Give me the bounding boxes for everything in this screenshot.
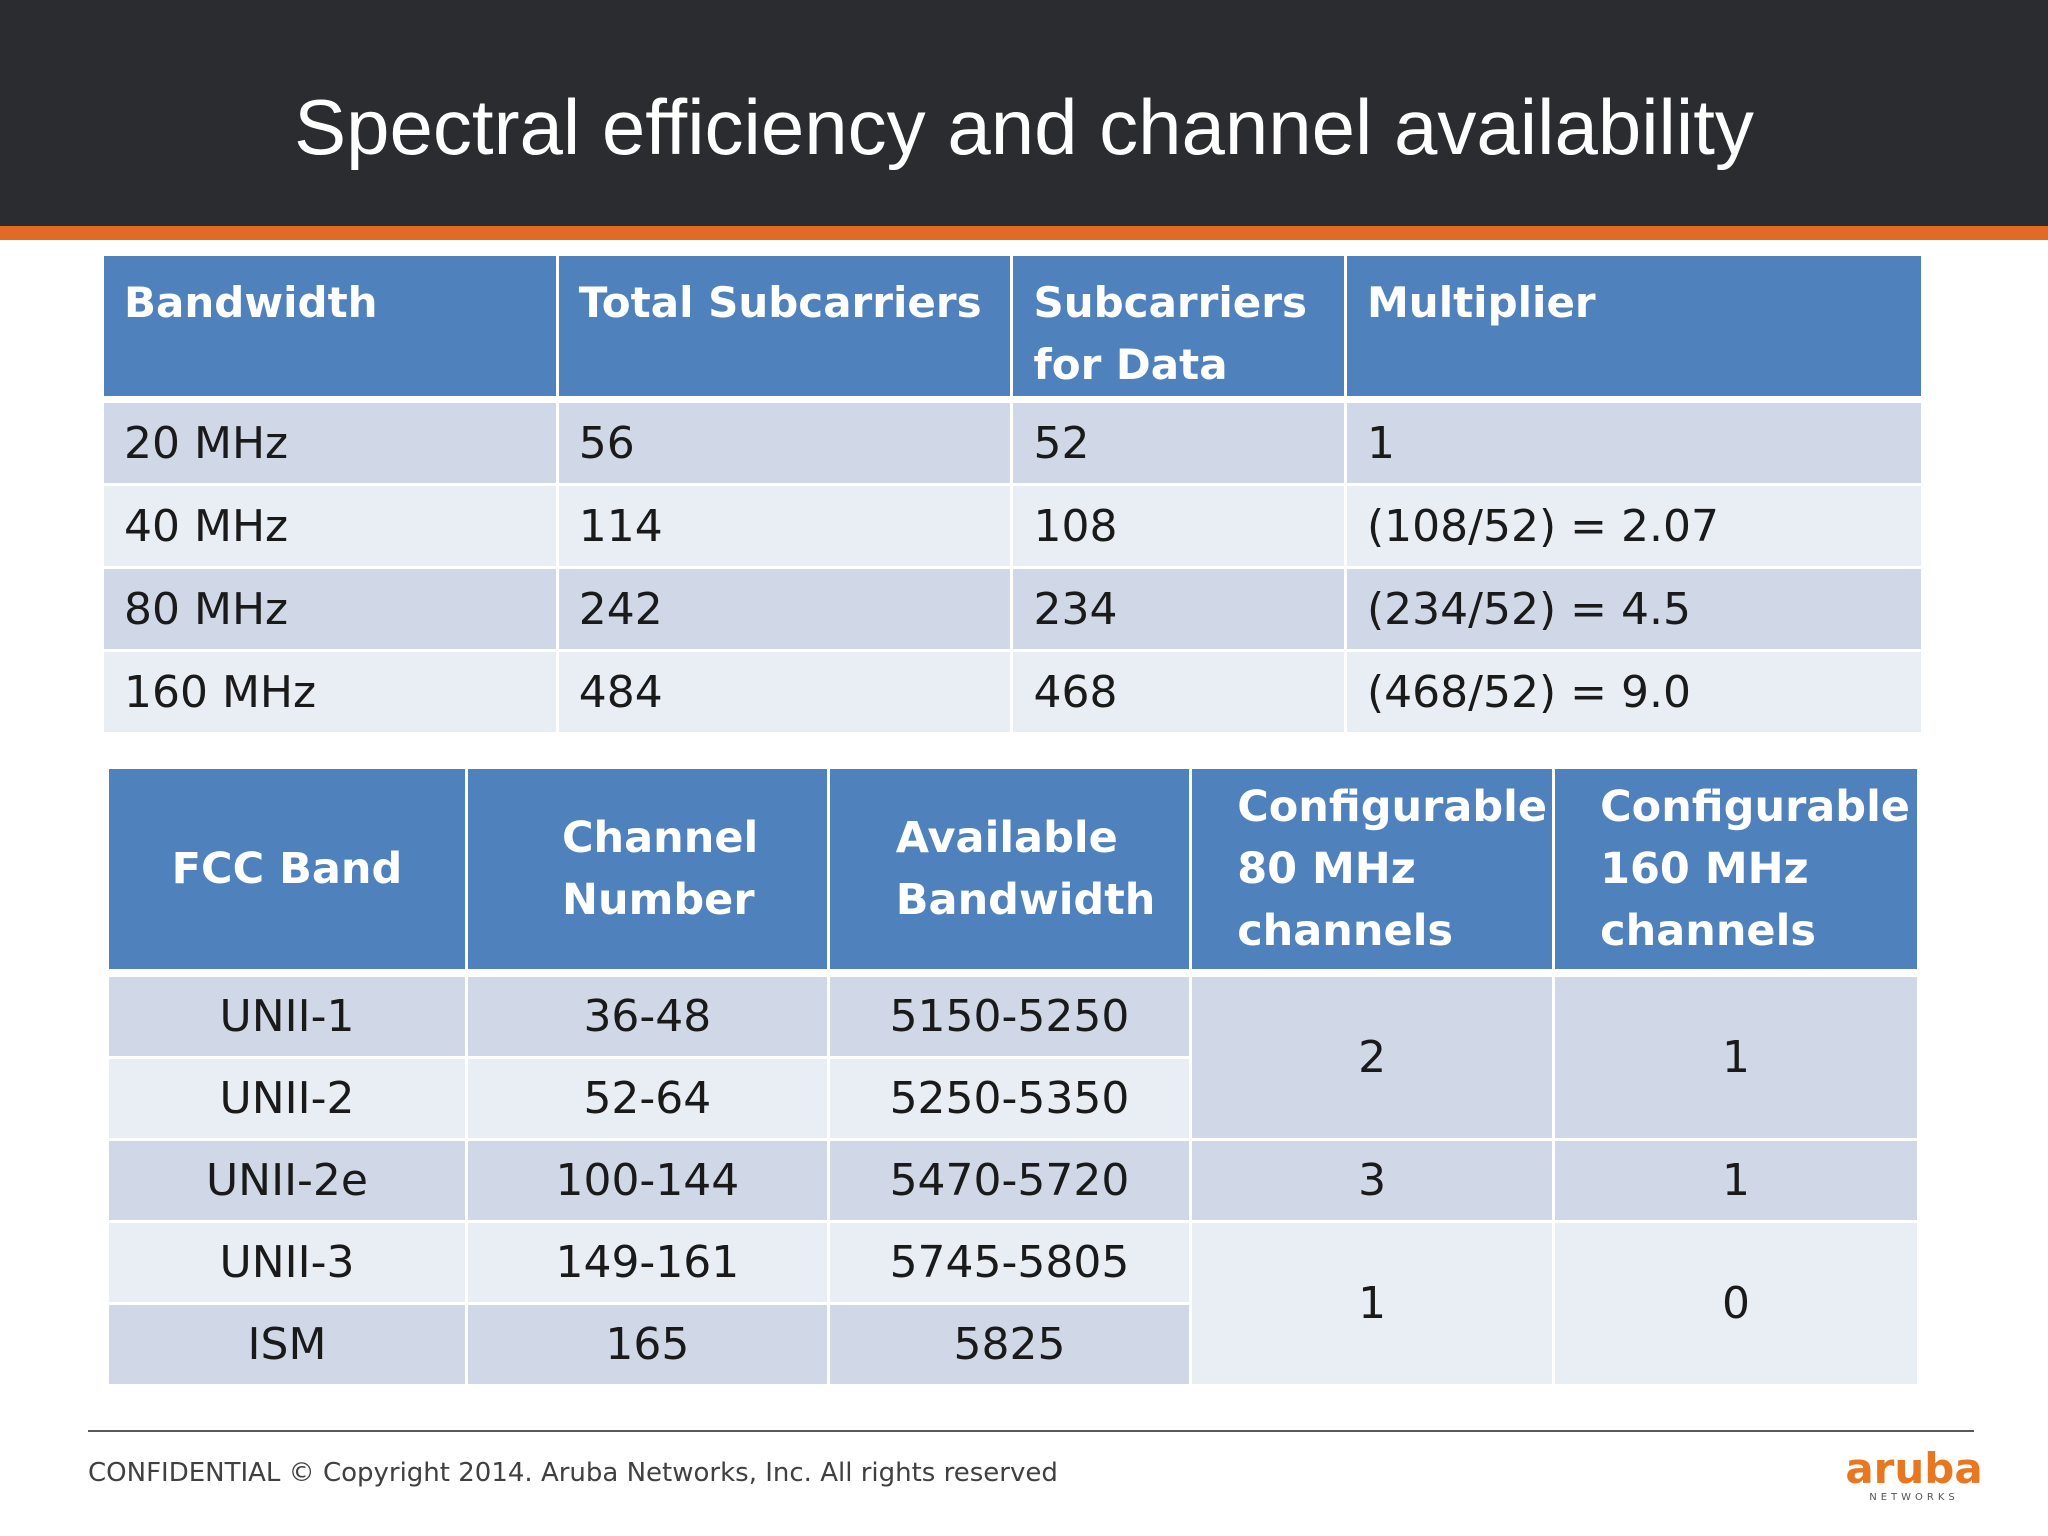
header-channel-number: Channel Number [467,769,827,969]
accent-stripe [0,226,2048,240]
table-cell: UNII-1 [109,972,465,1056]
header-configurable-80: Configurable 80 MHz channels [1192,769,1553,969]
table-cell: 149-161 [467,1223,827,1302]
table-cell: 108 [1013,486,1345,566]
table-cell: 468 [1013,652,1345,732]
table-cell: 160 MHz [104,652,556,732]
table-cell: 5470-5720 [829,1141,1190,1220]
table-cell: 36-48 [467,972,827,1056]
header-multiplier: Multiplier [1347,256,1921,396]
table-cell: 114 [558,486,1011,566]
table-header-row: Bandwidth Total Subcarriers Subcarriers … [104,256,1921,396]
table-row: UNII-3 149-161 5745-5805 1 0 [109,1223,1917,1384]
merged-cell-160: 1 [1555,1141,1917,1220]
table-row: UNII-1 36-48 5150-5250 2 1 [109,972,1917,1138]
merged-cell-80: 1 [1192,1223,1553,1384]
header-bandwidth: Bandwidth [104,256,556,396]
table-cell: 20 MHz [104,399,556,483]
table-row: ISM 165 5825 [109,1305,1917,1384]
header-configurable-160: Configurable 160 MHz channels [1555,769,1917,969]
table-cell: 5745-5805 [829,1223,1190,1302]
table-row: 160 MHz 484 468 (468/52) = 9.0 [104,652,1921,732]
table-cell: 5250-5350 [829,1059,1190,1138]
merged-cell-80: 3 [1192,1141,1553,1220]
header-subcarriers-for-data: Subcarriers for Data [1013,256,1345,396]
table-row: UNII-2e 100-144 5470-5720 3 1 [109,1141,1917,1220]
table-cell: UNII-3 [109,1223,465,1302]
slide-title: Spectral efficiency and channel availabi… [294,83,1754,171]
table-cell: (234/52) = 4.5 [1347,569,1921,649]
footer-divider [88,1430,1974,1432]
table-cell: 1 [1347,399,1921,483]
header-total-subcarriers: Total Subcarriers [558,256,1011,396]
table-cell: ISM [109,1305,465,1384]
merged-cell-160: 0 [1555,1223,1917,1384]
table-cell: UNII-2 [109,1059,465,1138]
table-cell: 56 [558,399,1011,483]
table-cell: (468/52) = 9.0 [1347,652,1921,732]
merged-cell-160: 1 [1555,972,1917,1138]
table-cell: 234 [1013,569,1345,649]
footer-copyright: CONFIDENTIAL © Copyright 2014. Aruba Net… [88,1458,1058,1488]
table-row: 20 MHz 56 52 1 [104,399,1921,483]
table-cell: 52 [1013,399,1345,483]
header-available-bandwidth: Available Bandwidth [829,769,1190,969]
table-cell: 165 [467,1305,827,1384]
table-cell: 484 [558,652,1011,732]
fcc-band-table: FCC Band Channel Number Available Bandwi… [106,766,1920,1387]
table-cell: 40 MHz [104,486,556,566]
table-cell: (108/52) = 2.07 [1347,486,1921,566]
table-row: UNII-2 52-64 5250-5350 [109,1059,1917,1138]
title-bar [0,0,2048,226]
table-cell: UNII-2e [109,1141,465,1220]
aruba-logo: aruba NETWORKS [1844,1448,1984,1508]
table-cell: 242 [558,569,1011,649]
table-row: 80 MHz 242 234 (234/52) = 4.5 [104,569,1921,649]
table-cell: 5825 [829,1305,1190,1384]
table-cell: 52-64 [467,1059,827,1138]
logo-wordmark: aruba [1845,1444,1983,1493]
table-cell: 5150-5250 [829,972,1190,1056]
table-cell: 100-144 [467,1141,827,1220]
logo-subtitle: NETWORKS [1869,1492,1959,1503]
table-cell: 80 MHz [104,569,556,649]
subcarrier-table: Bandwidth Total Subcarriers Subcarriers … [101,253,1924,735]
merged-cell-80: 2 [1192,972,1553,1138]
table-header-row: FCC Band Channel Number Available Bandwi… [109,769,1917,969]
header-fcc-band: FCC Band [109,769,465,969]
table-row: 40 MHz 114 108 (108/52) = 2.07 [104,486,1921,566]
